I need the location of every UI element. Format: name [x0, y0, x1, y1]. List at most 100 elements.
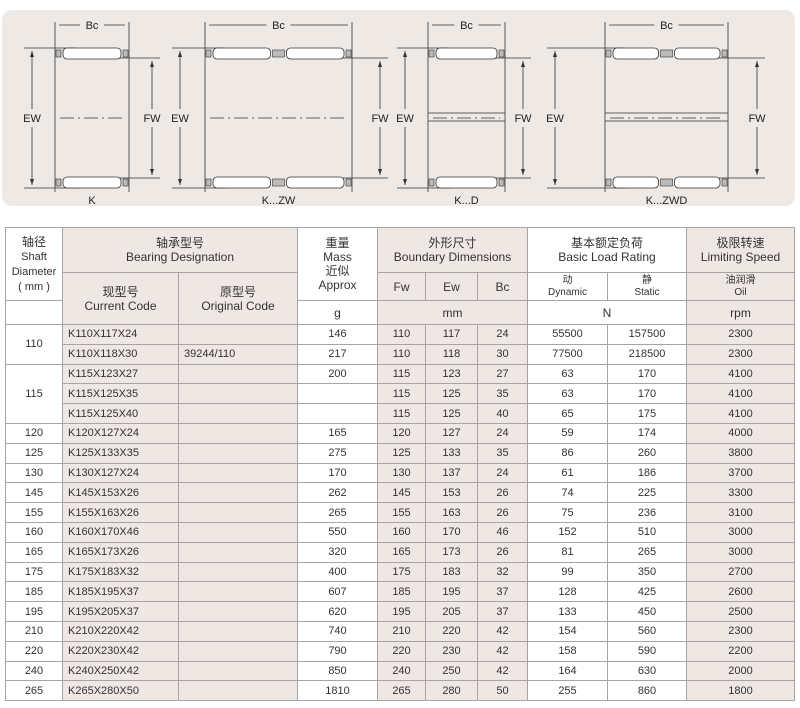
dynamic-load-cell: 55500	[527, 324, 608, 345]
speed-unit: rpm	[686, 300, 795, 325]
mass-cell: 275	[297, 442, 378, 464]
mass-cell: 850	[297, 660, 378, 682]
bc-cell: 24	[477, 324, 528, 345]
dynamic-load-cell: 77500	[527, 343, 608, 365]
current-code-cell: K110X118X30	[62, 343, 179, 365]
ew-cell: 163	[425, 502, 478, 523]
static-load-cell: 630	[607, 660, 687, 682]
mass-cell: 1810	[297, 680, 378, 702]
table-row: K115X125X40 115 125 40 65 175 4100	[6, 403, 795, 424]
bc-cell: 26	[477, 482, 528, 504]
limiting-speed-cell: 2000	[686, 660, 795, 682]
limiting-speed-cell: 4100	[686, 383, 795, 405]
current-code-cell: K165X173X26	[62, 541, 179, 563]
mass-cell: 740	[297, 620, 378, 642]
spacer-icon	[660, 178, 673, 187]
fw-cell: 240	[377, 660, 426, 682]
load-header: 基本额定负荷 Basic Load Rating	[527, 227, 687, 273]
arrow-head	[378, 61, 382, 67]
spacer-icon	[272, 49, 285, 58]
bc-label: Bc	[272, 20, 285, 32]
arrow-head	[150, 169, 154, 175]
fw-cell: 115	[377, 383, 426, 405]
diagram-type-label: K...D	[454, 195, 479, 206]
limiting-speed-cell: 3800	[686, 442, 795, 464]
original-code-cell	[178, 581, 298, 603]
arrow-head	[553, 51, 557, 57]
table-row: 165 K165X173X26 320 165 173 26 81 265 3000	[5, 541, 795, 563]
original-code-cell	[178, 561, 298, 583]
designation-header: 轴承型号 Bearing Designation	[62, 227, 298, 273]
fw-cell: 110	[377, 324, 426, 345]
table-row: 185 K185X195X37 607 185 195 37 128 425 2600	[5, 581, 795, 603]
fw-label: FW	[748, 113, 766, 125]
current-code-cell: K220X230X42	[62, 640, 179, 662]
shaft-diameter-cell: 110	[5, 324, 63, 365]
original-code-cell	[178, 422, 298, 444]
seal-icon	[55, 49, 62, 58]
shaft-diameter-cell: 240	[5, 660, 63, 682]
original-code-cell	[178, 403, 298, 424]
current-code-cell: K210X220X42	[62, 620, 179, 642]
static-load-cell: 350	[607, 561, 687, 583]
ew-cell: 250	[425, 660, 478, 682]
dynamic-load-cell: 154	[527, 620, 608, 642]
boundary-unit: mm	[377, 300, 528, 325]
current-code-cell: K125X133X35	[62, 442, 179, 464]
fw-cell: 115	[377, 363, 426, 385]
ew-cell: 127	[425, 422, 478, 444]
bc-cell: 24	[477, 422, 528, 444]
bc-cell: 35	[477, 442, 528, 464]
static-load-cell: 236	[607, 502, 687, 523]
fw-cell: 220	[377, 640, 426, 662]
seal-icon	[205, 178, 212, 187]
fw-cell: 165	[377, 541, 426, 563]
bc-cell: 26	[477, 502, 528, 523]
dynamic-load-cell: 63	[527, 383, 608, 405]
ew-cell: 125	[425, 383, 478, 405]
arrow-head	[178, 179, 182, 185]
table-row: 210 K210X220X42 740 210 220 42 154 560 2300	[5, 620, 795, 642]
seal-icon	[721, 49, 728, 58]
shaft-diameter-cell: 120	[5, 422, 63, 444]
fw-cell: 115	[377, 403, 426, 424]
ew-cell: 173	[425, 541, 478, 563]
ew-cell: 195	[425, 581, 478, 603]
seal-icon	[605, 178, 612, 187]
fw-label: FW	[514, 113, 532, 125]
original-code-cell	[178, 502, 298, 523]
fw-cell: 125	[377, 442, 426, 464]
ew-cell: 205	[425, 601, 478, 622]
original-code-cell	[178, 324, 298, 345]
roller	[612, 47, 659, 60]
bearing-spec-table: 轴径 Shaft Diameter( mm ) 轴承型号 Bearing Design…	[5, 227, 795, 702]
ew-cell: 118	[425, 343, 478, 365]
current-code-cell: K115X123X27	[62, 363, 179, 385]
bc-cell: 42	[477, 620, 528, 642]
static-load-cell: 560	[607, 620, 687, 642]
static-load-cell: 170	[607, 383, 687, 405]
arrow-head	[30, 51, 34, 57]
seal-icon	[345, 178, 352, 187]
mass-cell: 262	[297, 482, 378, 504]
table-row: 240 K240X250X42 850 240 250 42 164 630 2000	[5, 660, 795, 682]
shaft-diameter-cell: 125	[5, 442, 63, 464]
limiting-speed-cell: 3100	[686, 502, 795, 523]
ew-label: EW	[396, 113, 414, 125]
table-row: 175 K175X183X32 400 175 183 32 99 350 2700	[5, 561, 795, 583]
roller	[435, 176, 498, 189]
dynamic-load-cell: 63	[527, 363, 608, 385]
bc-cell: 37	[477, 581, 528, 603]
ew-cell: 230	[425, 640, 478, 662]
dynamic-load-cell: 74	[527, 482, 608, 504]
arrow-head	[178, 51, 182, 57]
dynamic-load-cell: 59	[527, 422, 608, 444]
bc-cell: 50	[477, 680, 528, 702]
oil-header: 油润滑 Oil	[686, 272, 795, 301]
static-load-cell: 186	[607, 462, 687, 484]
shaft-header: 轴径 Shaft Diameter( mm )	[5, 227, 63, 301]
bc-cell: 24	[477, 462, 528, 484]
bc-label: Bc	[660, 20, 673, 32]
shaft-diameter-cell: 130	[5, 462, 63, 484]
seal-icon	[498, 49, 505, 58]
